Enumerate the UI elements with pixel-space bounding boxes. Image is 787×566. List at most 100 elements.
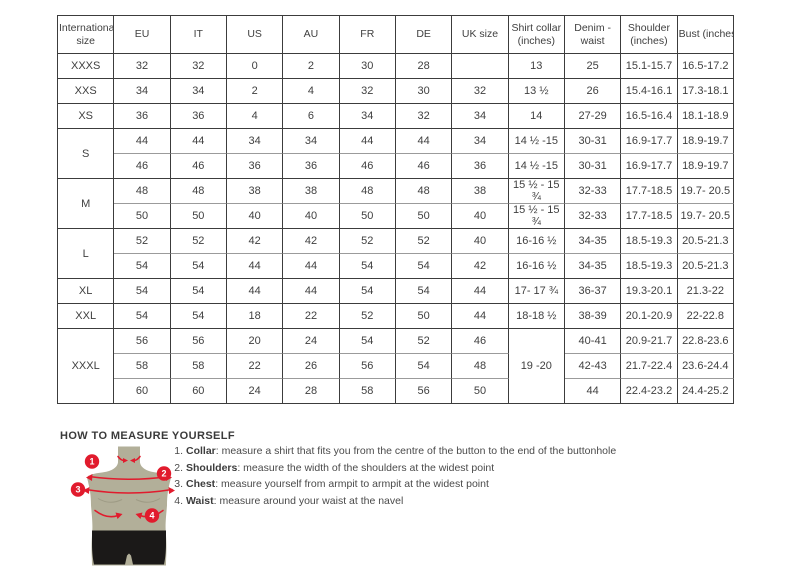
- table-cell: 15.1-15.7: [621, 54, 678, 79]
- table-cell: 25: [564, 54, 622, 79]
- size-label-cell: XXL: [58, 304, 115, 329]
- table-cell: 54: [170, 254, 227, 279]
- marker-collar: 1: [84, 454, 100, 469]
- table-cell: 40-41: [564, 329, 622, 354]
- table-cell: 22: [283, 304, 340, 329]
- chest-contour-left: [97, 498, 123, 503]
- table-row: 54 54 44 44 54 54 42 16-16 ½ 34-35 18.5-19.3 20.5-…: [58, 254, 734, 279]
- table-cell: 17.3-18.1: [677, 79, 734, 104]
- table-cell: 34: [283, 129, 340, 154]
- table-cell: 46: [114, 154, 171, 179]
- size-chart-header: International size EU IT US AU FR DE UK size Shi…: [58, 16, 734, 54]
- measure-list-item: 1. Collar: measure a shirt that fits you …: [174, 445, 617, 457]
- collar-measure-arrow: [117, 455, 141, 463]
- table-cell: 34: [170, 79, 227, 104]
- table-cell: 58: [114, 354, 171, 379]
- table-row: S 44 44 34 34 44 44 34 14 ½ -15 30-31 16.9-17.7 18.…: [58, 129, 734, 179]
- table-cell: 22.8-23.6: [677, 329, 734, 354]
- size-table-body: XXXS 32 32 0 2 30 28 13 25 15.1-15.7 16.5-17.2 XXS 3…: [58, 54, 734, 404]
- table-cell: 32: [114, 54, 171, 79]
- table-cell: 36: [170, 104, 227, 129]
- table-cell: 16.5-17.2: [677, 54, 734, 79]
- table-cell: 44: [170, 129, 227, 154]
- table-cell: 23.6-24.4: [677, 354, 734, 379]
- table-cell: 28: [395, 54, 453, 79]
- svg-text:1: 1: [89, 457, 94, 467]
- table-cell: 22: [226, 354, 284, 379]
- table-row: XL 54 54 44 44 54 54 44 17- 17 ¾ 36-37 19.3-20.1 21…: [58, 279, 734, 304]
- table-cell: 16.5-16.4: [621, 104, 678, 129]
- table-cell: 24: [283, 329, 340, 354]
- table-cell: 32: [452, 79, 509, 104]
- table-cell: 50: [395, 204, 453, 229]
- table-cell: 38: [226, 179, 284, 204]
- table-cell: 18.9-19.7: [677, 129, 734, 154]
- measure-list: 1. Collar: measure a shirt that fits you …: [170, 446, 770, 512]
- column-header: Shoulder (inches): [621, 16, 678, 54]
- table-cell: 21.3-22: [677, 279, 734, 304]
- column-header: UK size: [452, 16, 509, 54]
- table-cell: 34: [114, 79, 171, 104]
- table-cell: 30: [339, 54, 396, 79]
- table-row: 60 60 24 28 58 56 50 44 22.4-23.2 24.4-25.2: [58, 379, 734, 404]
- table-cell: 34: [226, 129, 284, 154]
- column-header: AU: [283, 16, 340, 54]
- column-header: US: [226, 16, 284, 54]
- table-row: M 48 48 38 38 48 48 38 15 ½ - 15 ¾ 32-33 17.7-18.5…: [58, 179, 734, 229]
- table-row: 58 58 22 26 56 54 48 42-43 21.7-22.4 23.6-24.4: [58, 354, 734, 379]
- table-cell: 14 ½ -15: [508, 154, 565, 179]
- table-cell: 14: [508, 104, 565, 129]
- table-cell: 18.9-19.7: [677, 154, 734, 179]
- table-cell: 34: [339, 104, 396, 129]
- column-header: FR: [339, 16, 396, 54]
- table-cell: 46: [170, 154, 227, 179]
- table-cell: 50: [395, 304, 453, 329]
- table-cell: 32-33: [564, 204, 622, 229]
- table-cell: 44: [452, 304, 509, 329]
- table-cell: 58: [170, 354, 227, 379]
- mannequin-shorts: [92, 530, 166, 565]
- table-cell: 42: [283, 229, 340, 254]
- table-cell: 24.4-25.2: [677, 379, 734, 404]
- table-cell: 34: [452, 104, 509, 129]
- table-cell: 13: [508, 54, 565, 79]
- table-cell: 15.4-16.1: [621, 79, 678, 104]
- table-cell: 44: [395, 129, 453, 154]
- table-cell: 18.5-19.3: [621, 254, 678, 279]
- table-cell: 44: [283, 279, 340, 304]
- table-cell: 21.7-22.4: [621, 354, 678, 379]
- table-cell: 54: [170, 279, 227, 304]
- table-cell: 48: [395, 179, 453, 204]
- table-cell: 26: [283, 354, 340, 379]
- table-cell: 6: [283, 104, 340, 129]
- table-row: 46 46 36 36 46 46 36 14 ½ -15 30-31 16.9-17.7 18.9…: [58, 154, 734, 179]
- table-cell: 34-35: [564, 254, 622, 279]
- table-cell: 16-16 ½: [508, 229, 565, 254]
- table-cell: 32: [339, 79, 396, 104]
- table-cell: 56: [395, 379, 453, 404]
- table-cell: 54: [114, 254, 171, 279]
- table-cell: 54: [395, 254, 453, 279]
- table-cell: 20.1-20.9: [621, 304, 678, 329]
- table-cell: 15 ½ - 15 ¾: [508, 179, 565, 204]
- table-cell: 54: [395, 354, 453, 379]
- table-cell: 36: [283, 154, 340, 179]
- table-row: XXL 54 54 18 22 52 50 44 18-18 ½ 38-39 20.1-20.9 22…: [58, 304, 734, 329]
- table-cell: 50: [114, 204, 171, 229]
- marker-shoulders: 2: [156, 466, 172, 481]
- size-label-cell: M: [58, 179, 115, 229]
- table-cell: 36: [114, 104, 171, 129]
- table-cell: 50: [452, 379, 509, 404]
- table-cell: 54: [170, 304, 227, 329]
- size-label-cell: S: [58, 129, 115, 179]
- table-cell: 44: [226, 254, 284, 279]
- table-cell: 30: [395, 79, 453, 104]
- table-cell: 27-29: [564, 104, 622, 129]
- column-header: Denim - waist: [564, 16, 622, 54]
- table-cell: 54: [339, 279, 396, 304]
- table-cell: 48: [114, 179, 171, 204]
- table-cell: 60: [170, 379, 227, 404]
- table-cell: 54: [339, 254, 396, 279]
- table-cell: 16.9-17.7: [621, 154, 678, 179]
- table-cell: 54: [114, 279, 171, 304]
